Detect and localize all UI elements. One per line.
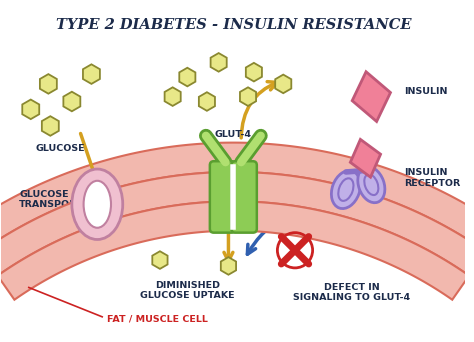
Text: TYPE 2 DIABETES - INSULIN RESISTANCE: TYPE 2 DIABETES - INSULIN RESISTANCE <box>55 18 411 32</box>
Text: GLUCOSE: GLUCOSE <box>35 144 85 153</box>
Text: DEFECT IN
SIGNALING TO GLUT-4: DEFECT IN SIGNALING TO GLUT-4 <box>293 282 410 302</box>
Text: FAT / MUSCLE CELL: FAT / MUSCLE CELL <box>107 314 208 323</box>
Text: INSULIN: INSULIN <box>405 87 448 96</box>
Polygon shape <box>210 53 227 72</box>
Polygon shape <box>164 87 181 106</box>
Ellipse shape <box>72 169 123 239</box>
Text: GLUT-4: GLUT-4 <box>215 130 252 139</box>
Ellipse shape <box>331 171 360 209</box>
Polygon shape <box>221 257 236 275</box>
Ellipse shape <box>358 167 385 203</box>
Polygon shape <box>83 64 100 84</box>
Polygon shape <box>0 143 474 252</box>
Polygon shape <box>64 92 80 111</box>
Text: DIMINISHED
GLUCOSE UPTAKE: DIMINISHED GLUCOSE UPTAKE <box>140 281 235 300</box>
Polygon shape <box>42 116 59 136</box>
Ellipse shape <box>338 178 354 201</box>
FancyBboxPatch shape <box>210 161 235 233</box>
Polygon shape <box>40 74 57 94</box>
FancyBboxPatch shape <box>231 161 257 233</box>
Polygon shape <box>350 140 381 177</box>
Text: GLUCOSE
TRANSPORTER: GLUCOSE TRANSPORTER <box>19 190 97 209</box>
Ellipse shape <box>83 181 111 228</box>
Polygon shape <box>199 92 215 111</box>
Polygon shape <box>0 172 474 276</box>
Polygon shape <box>179 68 195 86</box>
Text: INSULIN
RECEPTOR: INSULIN RECEPTOR <box>405 168 461 187</box>
Polygon shape <box>22 100 39 119</box>
Polygon shape <box>152 251 168 269</box>
Polygon shape <box>352 72 391 121</box>
Polygon shape <box>0 201 469 300</box>
Polygon shape <box>275 75 292 93</box>
Polygon shape <box>240 87 256 106</box>
Polygon shape <box>246 63 262 81</box>
Ellipse shape <box>365 174 378 195</box>
